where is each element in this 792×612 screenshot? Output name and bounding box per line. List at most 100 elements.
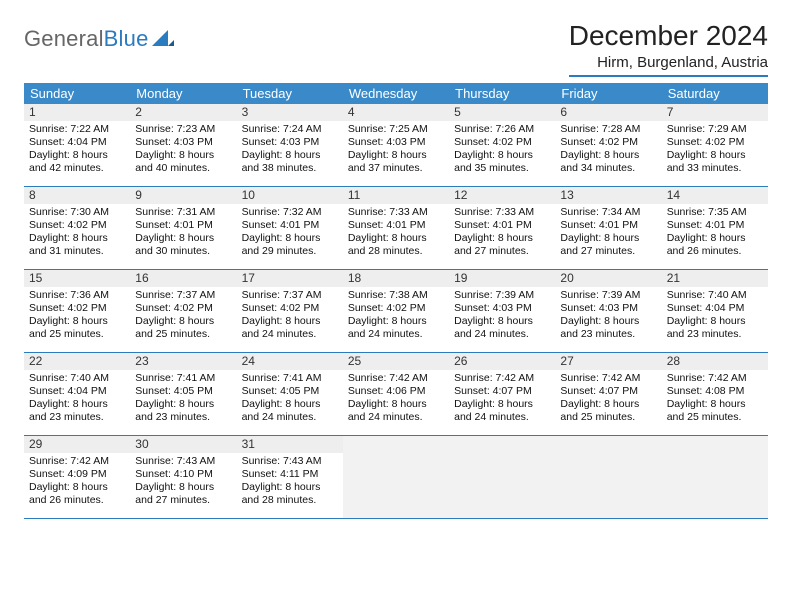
sunrise-text: Sunrise: 7:42 AM [29, 455, 125, 468]
daylight-text: Daylight: 8 hours and 23 minutes. [667, 315, 763, 341]
daylight-text: Daylight: 8 hours and 37 minutes. [348, 149, 444, 175]
day-number: 10 [237, 187, 343, 204]
week-row: 1Sunrise: 7:22 AMSunset: 4:04 PMDaylight… [24, 104, 768, 187]
daylight-text: Daylight: 8 hours and 25 minutes. [560, 398, 656, 424]
weekday-header-cell: Thursday [449, 83, 555, 104]
daylight-text: Daylight: 8 hours and 26 minutes. [29, 481, 125, 507]
day-number: 1 [24, 104, 130, 121]
sunset-text: Sunset: 4:01 PM [454, 219, 550, 232]
day-cell: 22Sunrise: 7:40 AMSunset: 4:04 PMDayligh… [24, 353, 130, 435]
day-cell: 13Sunrise: 7:34 AMSunset: 4:01 PMDayligh… [555, 187, 661, 269]
header-row: GeneralBlue December 2024 Hirm, Burgenla… [24, 20, 768, 77]
daylight-text: Daylight: 8 hours and 24 minutes. [454, 315, 550, 341]
day-body: Sunrise: 7:38 AMSunset: 4:02 PMDaylight:… [343, 287, 449, 346]
day-number: 28 [662, 353, 768, 370]
day-body: Sunrise: 7:29 AMSunset: 4:02 PMDaylight:… [662, 121, 768, 180]
sunset-text: Sunset: 4:03 PM [135, 136, 231, 149]
weekday-header-row: SundayMondayTuesdayWednesdayThursdayFrid… [24, 83, 768, 104]
day-number: 24 [237, 353, 343, 370]
day-cell: 21Sunrise: 7:40 AMSunset: 4:04 PMDayligh… [662, 270, 768, 352]
triangle-icon [152, 26, 174, 52]
weekday-header-cell: Wednesday [343, 83, 449, 104]
logo-text-general: General [24, 26, 104, 52]
day-number: 16 [130, 270, 236, 287]
day-cell-empty [662, 436, 768, 518]
day-number: 23 [130, 353, 236, 370]
daylight-text: Daylight: 8 hours and 24 minutes. [242, 398, 338, 424]
sunrise-text: Sunrise: 7:37 AM [242, 289, 338, 302]
sunrise-text: Sunrise: 7:42 AM [560, 372, 656, 385]
sunset-text: Sunset: 4:10 PM [135, 468, 231, 481]
sunrise-text: Sunrise: 7:39 AM [454, 289, 550, 302]
day-number: 15 [24, 270, 130, 287]
sunrise-text: Sunrise: 7:43 AM [242, 455, 338, 468]
day-body: Sunrise: 7:36 AMSunset: 4:02 PMDaylight:… [24, 287, 130, 346]
sunrise-text: Sunrise: 7:33 AM [454, 206, 550, 219]
day-cell: 19Sunrise: 7:39 AMSunset: 4:03 PMDayligh… [449, 270, 555, 352]
day-number: 21 [662, 270, 768, 287]
day-cell: 1Sunrise: 7:22 AMSunset: 4:04 PMDaylight… [24, 104, 130, 186]
day-cell: 2Sunrise: 7:23 AMSunset: 4:03 PMDaylight… [130, 104, 236, 186]
sunset-text: Sunset: 4:07 PM [560, 385, 656, 398]
sunset-text: Sunset: 4:08 PM [667, 385, 763, 398]
sunset-text: Sunset: 4:02 PM [135, 302, 231, 315]
day-number: 5 [449, 104, 555, 121]
sunrise-text: Sunrise: 7:41 AM [242, 372, 338, 385]
daylight-text: Daylight: 8 hours and 28 minutes. [242, 481, 338, 507]
sunset-text: Sunset: 4:02 PM [560, 136, 656, 149]
day-number: 9 [130, 187, 236, 204]
day-number: 3 [237, 104, 343, 121]
day-cell-empty [555, 436, 661, 518]
calendar: SundayMondayTuesdayWednesdayThursdayFrid… [24, 83, 768, 519]
sunset-text: Sunset: 4:05 PM [135, 385, 231, 398]
day-number: 7 [662, 104, 768, 121]
sunset-text: Sunset: 4:01 PM [560, 219, 656, 232]
sunrise-text: Sunrise: 7:40 AM [667, 289, 763, 302]
logo-text-blue: Blue [104, 26, 149, 52]
sunrise-text: Sunrise: 7:29 AM [667, 123, 763, 136]
sunrise-text: Sunrise: 7:41 AM [135, 372, 231, 385]
sunset-text: Sunset: 4:03 PM [560, 302, 656, 315]
sunrise-text: Sunrise: 7:22 AM [29, 123, 125, 136]
day-body: Sunrise: 7:43 AMSunset: 4:11 PMDaylight:… [237, 453, 343, 512]
day-cell: 28Sunrise: 7:42 AMSunset: 4:08 PMDayligh… [662, 353, 768, 435]
daylight-text: Daylight: 8 hours and 27 minutes. [454, 232, 550, 258]
daylight-text: Daylight: 8 hours and 24 minutes. [454, 398, 550, 424]
day-body: Sunrise: 7:41 AMSunset: 4:05 PMDaylight:… [130, 370, 236, 429]
daylight-text: Daylight: 8 hours and 23 minutes. [560, 315, 656, 341]
day-body: Sunrise: 7:28 AMSunset: 4:02 PMDaylight:… [555, 121, 661, 180]
sunset-text: Sunset: 4:02 PM [242, 302, 338, 315]
day-cell: 5Sunrise: 7:26 AMSunset: 4:02 PMDaylight… [449, 104, 555, 186]
daylight-text: Daylight: 8 hours and 25 minutes. [135, 315, 231, 341]
daylight-text: Daylight: 8 hours and 26 minutes. [667, 232, 763, 258]
day-body: Sunrise: 7:31 AMSunset: 4:01 PMDaylight:… [130, 204, 236, 263]
day-body: Sunrise: 7:42 AMSunset: 4:06 PMDaylight:… [343, 370, 449, 429]
weekday-header-cell: Sunday [24, 83, 130, 104]
sunset-text: Sunset: 4:06 PM [348, 385, 444, 398]
day-cell: 7Sunrise: 7:29 AMSunset: 4:02 PMDaylight… [662, 104, 768, 186]
weekday-header-cell: Friday [555, 83, 661, 104]
day-cell: 10Sunrise: 7:32 AMSunset: 4:01 PMDayligh… [237, 187, 343, 269]
day-body: Sunrise: 7:34 AMSunset: 4:01 PMDaylight:… [555, 204, 661, 263]
day-number: 20 [555, 270, 661, 287]
sunrise-text: Sunrise: 7:42 AM [667, 372, 763, 385]
sunset-text: Sunset: 4:02 PM [667, 136, 763, 149]
day-number: 11 [343, 187, 449, 204]
day-cell: 3Sunrise: 7:24 AMSunset: 4:03 PMDaylight… [237, 104, 343, 186]
day-body: Sunrise: 7:33 AMSunset: 4:01 PMDaylight:… [449, 204, 555, 263]
day-cell: 12Sunrise: 7:33 AMSunset: 4:01 PMDayligh… [449, 187, 555, 269]
day-cell: 30Sunrise: 7:43 AMSunset: 4:10 PMDayligh… [130, 436, 236, 518]
day-number: 18 [343, 270, 449, 287]
daylight-text: Daylight: 8 hours and 35 minutes. [454, 149, 550, 175]
day-cell: 31Sunrise: 7:43 AMSunset: 4:11 PMDayligh… [237, 436, 343, 518]
day-cell: 16Sunrise: 7:37 AMSunset: 4:02 PMDayligh… [130, 270, 236, 352]
day-number: 4 [343, 104, 449, 121]
day-body: Sunrise: 7:26 AMSunset: 4:02 PMDaylight:… [449, 121, 555, 180]
sunset-text: Sunset: 4:09 PM [29, 468, 125, 481]
day-body: Sunrise: 7:32 AMSunset: 4:01 PMDaylight:… [237, 204, 343, 263]
location-line: Hirm, Burgenland, Austria [569, 54, 768, 77]
sunrise-text: Sunrise: 7:36 AM [29, 289, 125, 302]
day-number: 27 [555, 353, 661, 370]
daylight-text: Daylight: 8 hours and 23 minutes. [135, 398, 231, 424]
day-cell: 25Sunrise: 7:42 AMSunset: 4:06 PMDayligh… [343, 353, 449, 435]
